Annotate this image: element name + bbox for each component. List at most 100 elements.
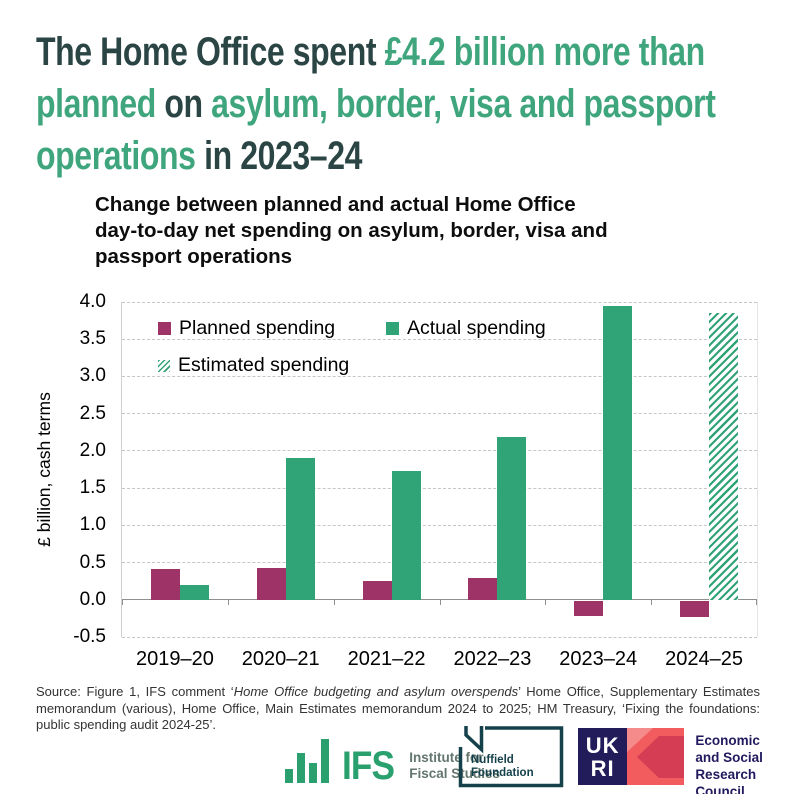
nuffield-name-line: Nuffield: [471, 754, 514, 766]
ifs-bars-icon: [285, 737, 333, 783]
ukri-council-name: Economic and Social Research Council: [695, 728, 794, 794]
ukri-mark-line: UK: [585, 732, 620, 758]
headline-line-2: planned on asylum, border, visa and pass…: [36, 78, 716, 130]
y-tick-label: 1.5: [79, 477, 106, 499]
y-tick-label: 0.0: [79, 588, 106, 610]
headline-segment-accent: £4.2 billion more than: [384, 30, 706, 74]
chart-title-line: day-to-day net spending on asylum, borde…: [95, 219, 608, 242]
x-axis-tick: [333, 599, 335, 605]
y-tick-label: 0.5: [79, 551, 106, 573]
chart-title: Change between planned and actual Home O…: [95, 192, 608, 270]
y-tick-label: 3.5: [79, 328, 106, 350]
actual-swatch-icon: [386, 322, 399, 335]
gridline: [122, 413, 757, 415]
ifs-name-line: Institute for: [409, 750, 484, 765]
legend-item-planned: Planned spending: [158, 317, 386, 340]
gridline: [122, 301, 757, 303]
y-tick-label: -0.5: [73, 626, 106, 647]
ifs-bar-icon: [309, 763, 317, 783]
headline: The Home Office spent £4.2 billion more …: [36, 26, 794, 182]
source-text-italic: Home Office budgeting and asylum overspe…: [233, 684, 519, 699]
bar-actual-2023–24: [603, 305, 633, 600]
ifs-name: Institute for Fiscal Studies: [409, 750, 500, 783]
gridline: [122, 487, 757, 489]
x-axis-tick: [756, 599, 757, 605]
ukri-arrow-icon: [627, 728, 685, 785]
logo-row: IFS Institute for Fiscal Studies Nuffiel…: [0, 726, 794, 794]
gridline: [122, 375, 757, 377]
x-axis-category-label: 2022–23: [453, 648, 532, 670]
x-axis-category-label: 2024–25: [665, 648, 743, 670]
source-text: ’ Home Office, Supplementary Estimates m…: [36, 684, 760, 732]
ukri-mark-icon: UK RI: [578, 728, 628, 785]
bar-planned-2023–24: [574, 600, 604, 616]
bar-planned-2020–21: [256, 567, 286, 600]
x-axis-tick: [439, 599, 441, 605]
bar-planned-2022–23: [468, 578, 498, 600]
headline-segment-accent: operations: [36, 134, 205, 178]
bar-planned-2024–25: [680, 600, 710, 618]
gridline: [122, 636, 757, 638]
x-axis-category-label: 2023–24: [559, 648, 638, 670]
bar-actual-2019–20: [179, 584, 209, 600]
chart-title-line: passport operations: [95, 245, 293, 268]
ukri-mark-line: RI: [590, 755, 615, 781]
headline-segment-accent: planned: [36, 82, 165, 126]
planned-swatch-icon: [158, 322, 171, 335]
bar-planned-2021–22: [362, 581, 392, 600]
headline-line-3: operations in 2023–24: [36, 130, 715, 182]
chart-title-line: Change between planned and actual Home O…: [95, 193, 576, 216]
legend-row: Planned spending Actual spending: [158, 310, 546, 347]
source-note: Source: Figure 1, IFS comment ‘Home Offi…: [36, 684, 760, 734]
x-axis-category-label: 2019–20: [135, 648, 214, 670]
x-axis-tick: [227, 599, 229, 605]
nuffield-frame-icon: [458, 726, 564, 788]
bar-actual-2020–21: [285, 458, 315, 600]
x-axis-tick: [122, 599, 123, 605]
ukri-council-line: Economic: [695, 733, 760, 748]
plot-area: Planned spending Actual spending Estimat…: [121, 301, 758, 670]
headline-segment: The Home Office spent: [36, 30, 385, 74]
ifs-bar-icon: [297, 753, 305, 783]
legend: Planned spending Actual spending Estimat…: [158, 310, 546, 384]
bar-actual-2021–22: [391, 470, 421, 600]
gridline: [122, 524, 757, 526]
ifs-bar-icon: [321, 739, 329, 783]
ukri-logo: UK RI Economic and Social Research Counc…: [578, 728, 794, 794]
y-tick-label: 1.0: [79, 514, 106, 536]
x-axis-tick: [651, 599, 653, 605]
legend-item-estimated: Estimated spending: [158, 354, 349, 377]
ifs-acronym: IFS: [342, 744, 395, 788]
y-axis-tick-labels: 4.0 3.5 3.0 2.5 2.0 1.5 1.0 0.5 0.0 -0.5: [44, 291, 106, 647]
ifs-bar-icon: [285, 769, 293, 783]
nuffield-foundation-logo: Nuffield Foundation: [458, 726, 564, 788]
ukri-council-line: and Social: [695, 750, 763, 765]
headline-line-1: The Home Office spent £4.2 billion more …: [36, 26, 715, 78]
x-axis-category-label: 2020–21: [241, 648, 320, 670]
headline-segment: on: [164, 82, 212, 126]
bar-planned-2019–20: [150, 568, 180, 600]
y-tick-label: 2.0: [79, 439, 106, 461]
y-tick-label: 3.0: [79, 365, 106, 387]
estimated-swatch-icon: [158, 359, 170, 372]
bar-actual-2022–23: [497, 437, 527, 600]
y-tick-label: 4.0: [79, 291, 106, 312]
nuffield-name-line: Foundation: [471, 767, 534, 779]
legend-row: Estimated spending: [158, 347, 546, 384]
legend-label-estimated: Estimated spending: [178, 354, 350, 376]
legend-label-actual: Actual spending: [407, 317, 546, 339]
source-text: Source: Figure 1, IFS comment ‘: [36, 684, 234, 699]
headline-segment: in 2023–24: [204, 134, 362, 178]
x-axis-category-label: 2021–22: [347, 648, 426, 670]
headline-segment-accent: asylum, border, visa and passport: [211, 82, 716, 126]
gridline: [122, 450, 757, 452]
x-axis-tick: [545, 599, 547, 605]
gridline: [122, 338, 757, 340]
gridline: [122, 562, 757, 564]
bar-estimated-2024–25: [709, 313, 739, 600]
ifs-logo: IFS Institute for Fiscal Studies: [285, 733, 500, 788]
y-tick-label: 2.5: [79, 402, 106, 424]
legend-item-actual: Actual spending: [386, 317, 546, 340]
